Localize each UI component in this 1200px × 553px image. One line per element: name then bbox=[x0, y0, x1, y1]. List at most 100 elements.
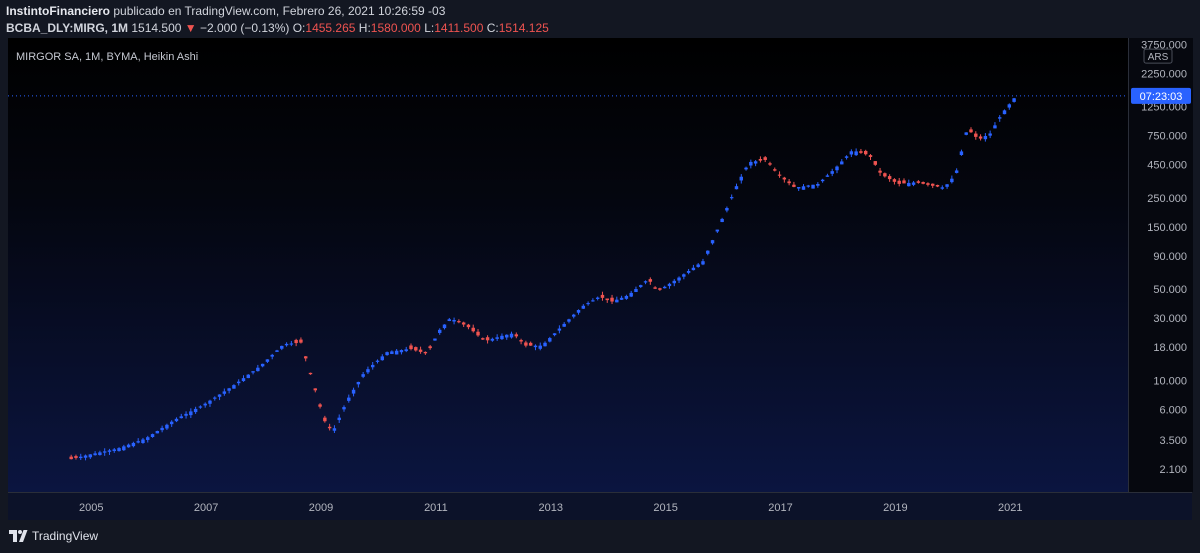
candle bbox=[466, 323, 471, 330]
candle bbox=[438, 328, 442, 335]
candle bbox=[835, 165, 839, 174]
candle bbox=[98, 450, 102, 456]
candle bbox=[572, 313, 576, 319]
candle bbox=[921, 181, 925, 185]
candle bbox=[428, 344, 432, 350]
candle bbox=[576, 309, 581, 315]
candle-body bbox=[902, 180, 906, 184]
brand-name[interactable]: TradingView bbox=[32, 529, 99, 543]
candle bbox=[495, 334, 499, 341]
candle-body bbox=[1012, 98, 1016, 102]
candle-body bbox=[265, 359, 270, 362]
candle bbox=[356, 381, 361, 388]
candle bbox=[361, 371, 365, 379]
close-label: C: bbox=[486, 21, 499, 35]
candle bbox=[481, 337, 485, 341]
candle bbox=[591, 298, 595, 302]
candle bbox=[806, 184, 810, 188]
candle-body bbox=[150, 434, 155, 438]
candle bbox=[600, 291, 605, 301]
chart-pane[interactable] bbox=[8, 38, 1128, 492]
candle bbox=[691, 264, 696, 271]
candle bbox=[1002, 109, 1007, 115]
candle bbox=[327, 423, 332, 431]
candle bbox=[126, 443, 131, 448]
candle bbox=[370, 361, 375, 370]
candle bbox=[457, 319, 461, 324]
candle-body bbox=[213, 397, 217, 399]
candle bbox=[710, 239, 715, 245]
candle-body bbox=[203, 403, 207, 406]
candle-body bbox=[978, 136, 983, 139]
candle bbox=[950, 175, 954, 184]
candle bbox=[241, 375, 246, 382]
candle bbox=[615, 296, 619, 303]
candle bbox=[667, 282, 672, 289]
candle bbox=[256, 364, 260, 372]
candle bbox=[959, 149, 964, 156]
candle-body bbox=[102, 451, 107, 453]
candle-body bbox=[169, 421, 174, 425]
candle-body bbox=[428, 346, 432, 349]
candle-body bbox=[476, 331, 480, 336]
candle-body bbox=[136, 441, 140, 443]
candle-body bbox=[615, 299, 619, 303]
candle bbox=[768, 161, 772, 166]
candle-body bbox=[954, 170, 959, 173]
price-tick-label: 150.000 bbox=[1147, 222, 1187, 234]
candle bbox=[883, 172, 887, 178]
candle bbox=[897, 177, 901, 187]
time-tick-label: 2015 bbox=[653, 502, 677, 514]
tradingview-logo-icon[interactable] bbox=[8, 528, 28, 544]
symbol-label: BCBA_DLY:MIRG, 1M bbox=[6, 21, 129, 35]
candle-body bbox=[653, 287, 657, 289]
candle-body bbox=[682, 274, 686, 277]
candle bbox=[849, 149, 854, 158]
candle-body bbox=[270, 354, 274, 357]
candle bbox=[452, 317, 456, 325]
candle-body bbox=[347, 397, 351, 401]
candle-body bbox=[729, 197, 734, 199]
candle-body bbox=[538, 345, 542, 349]
time-axis[interactable]: 2005 2007 2009 2011 2013 2015 2017 2019 2021 bbox=[8, 492, 1192, 521]
candle-body bbox=[146, 437, 150, 440]
candle-body bbox=[98, 452, 102, 456]
candle bbox=[567, 318, 571, 324]
candle bbox=[854, 148, 858, 156]
candle-body bbox=[883, 173, 887, 177]
candle-body bbox=[509, 333, 514, 338]
candle-body bbox=[327, 426, 332, 429]
candle-body bbox=[485, 337, 490, 341]
candle-body bbox=[796, 187, 801, 189]
candle-body bbox=[691, 267, 696, 271]
candle bbox=[739, 174, 743, 184]
candle-body bbox=[112, 449, 116, 452]
candle-body bbox=[562, 323, 566, 327]
candles-plot[interactable] bbox=[8, 38, 1128, 492]
candle bbox=[543, 341, 547, 347]
candle-body bbox=[375, 360, 380, 362]
candle-body bbox=[715, 229, 720, 232]
candle bbox=[442, 324, 447, 330]
candle bbox=[461, 321, 466, 327]
candle bbox=[993, 122, 997, 129]
candle bbox=[500, 333, 504, 341]
candle-body bbox=[548, 338, 552, 342]
candle bbox=[232, 384, 236, 389]
candle bbox=[892, 178, 897, 185]
candle-body bbox=[481, 338, 485, 340]
candle bbox=[189, 408, 193, 418]
candle-body bbox=[88, 454, 93, 458]
candle-body bbox=[490, 338, 495, 341]
candle-body bbox=[840, 161, 844, 165]
candle-body bbox=[289, 343, 294, 345]
candle-body bbox=[409, 345, 413, 350]
candle bbox=[907, 179, 911, 187]
candle-body bbox=[667, 283, 672, 287]
candle bbox=[758, 156, 763, 163]
time-tick-label: 2021 bbox=[998, 502, 1022, 514]
candle bbox=[787, 178, 791, 186]
candle-body bbox=[323, 417, 327, 422]
price-axis[interactable]: 3750.000 2250.000 1250.000 750.000 450.000 25… bbox=[1128, 38, 1193, 492]
author-name[interactable]: InstintoFinanciero bbox=[6, 4, 111, 18]
